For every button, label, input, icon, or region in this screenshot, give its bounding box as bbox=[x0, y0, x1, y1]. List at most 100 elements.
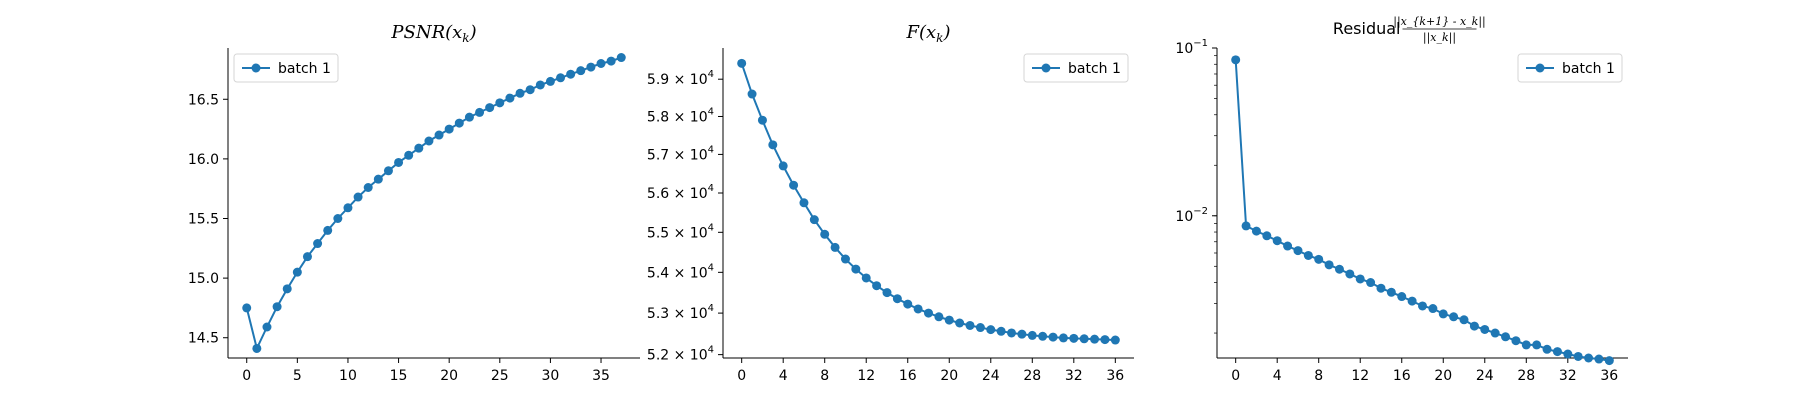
data-point bbox=[424, 136, 434, 146]
x-tick-label: 0 bbox=[737, 368, 746, 384]
data-point bbox=[596, 59, 606, 68]
data-point bbox=[485, 103, 495, 113]
legend-label: batch 1 bbox=[1068, 61, 1121, 77]
y-tick-label: 5.8 × 104 bbox=[647, 106, 714, 125]
legend: batch 1 bbox=[1517, 53, 1623, 83]
data-point bbox=[1480, 324, 1490, 334]
data-point bbox=[1594, 354, 1604, 364]
y-tick-exponent: 4 bbox=[708, 183, 714, 194]
data-point bbox=[965, 320, 975, 330]
x-tick-label: 24 bbox=[982, 368, 1000, 384]
data-point bbox=[1573, 351, 1583, 361]
data-point bbox=[1241, 221, 1251, 231]
y-tick-label: 15.0 bbox=[188, 271, 219, 287]
data-point bbox=[394, 157, 404, 167]
x-tick-label: 4 bbox=[1273, 368, 1282, 384]
y-tick-exponent: 4 bbox=[708, 303, 714, 314]
data-point bbox=[861, 273, 871, 283]
chart-title-close: ) bbox=[469, 22, 477, 43]
data-point bbox=[1366, 278, 1376, 288]
data-point bbox=[302, 252, 312, 262]
x-tick-label: 28 bbox=[1023, 368, 1041, 384]
y-tick-label: 10−2 bbox=[1175, 206, 1208, 225]
data-point bbox=[789, 180, 799, 190]
data-point bbox=[475, 107, 485, 117]
data-point bbox=[737, 58, 747, 68]
y-tick-label: 16.5 bbox=[188, 92, 219, 108]
y-tick-exponent: 4 bbox=[708, 345, 714, 356]
y-tick-label: 15.5 bbox=[188, 212, 219, 228]
data-point bbox=[1355, 274, 1365, 284]
data-point bbox=[495, 98, 505, 108]
y-tick-exponent: 4 bbox=[708, 262, 714, 273]
chart-title: F(xk) bbox=[906, 22, 951, 45]
data-point bbox=[464, 112, 474, 122]
chart-title-main: F(x bbox=[906, 22, 937, 43]
data-point bbox=[363, 183, 373, 192]
data-point bbox=[975, 323, 985, 333]
x-tick-label: 32 bbox=[1065, 368, 1083, 384]
chart-title-numerator: ||x_{k+1} - x_k|| bbox=[1393, 15, 1486, 29]
chart-title-word: Residual bbox=[1333, 19, 1401, 38]
y-tick-exponent: −2 bbox=[1193, 206, 1208, 217]
data-point bbox=[1376, 283, 1386, 293]
data-point bbox=[924, 308, 933, 318]
x-tick-label: 25 bbox=[491, 368, 509, 384]
data-point bbox=[1231, 55, 1241, 65]
y-tick-label: 5.9 × 104 bbox=[647, 69, 714, 88]
legend-marker-swatch bbox=[251, 63, 261, 73]
data-point bbox=[996, 326, 1006, 336]
data-point bbox=[1345, 269, 1355, 279]
data-point bbox=[292, 267, 302, 277]
data-point bbox=[1542, 344, 1552, 354]
x-tick-label: 28 bbox=[1517, 368, 1535, 384]
x-tick-label: 24 bbox=[1476, 368, 1494, 384]
data-point bbox=[1501, 332, 1511, 342]
data-point bbox=[1552, 347, 1562, 357]
chart-title: PSNR(xk) bbox=[390, 22, 476, 45]
y-tick-base: 10 bbox=[1175, 41, 1193, 57]
data-point bbox=[383, 166, 393, 176]
data-point bbox=[616, 53, 626, 63]
x-tick-label: 36 bbox=[1600, 368, 1618, 384]
x-tick-label: 0 bbox=[242, 368, 251, 384]
data-point bbox=[545, 76, 555, 86]
data-point bbox=[1058, 333, 1068, 343]
x-tick-label: 16 bbox=[1393, 368, 1411, 384]
x-tick-label: 8 bbox=[820, 368, 829, 384]
data-point bbox=[272, 302, 282, 312]
chart-title-subscript: k bbox=[936, 31, 943, 45]
x-tick-label: 5 bbox=[293, 368, 302, 384]
y-tick-label: 5.6 × 104 bbox=[647, 183, 714, 202]
data-point bbox=[343, 203, 353, 213]
chart-title-main: PSNR(x bbox=[390, 22, 462, 43]
data-point bbox=[1027, 330, 1037, 340]
y-tick-mantissa: 5.8 × 10 bbox=[647, 109, 708, 125]
y-tick-mantissa: 5.9 × 10 bbox=[647, 72, 708, 88]
data-point bbox=[1100, 335, 1110, 345]
data-point bbox=[1532, 340, 1542, 350]
data-point bbox=[903, 299, 913, 309]
x-tick-label: 12 bbox=[857, 368, 875, 384]
legend-label: batch 1 bbox=[278, 61, 331, 77]
chart-title-close: ) bbox=[942, 22, 950, 43]
data-point bbox=[606, 56, 616, 66]
y-tick-label: 10−1 bbox=[1175, 38, 1208, 57]
data-point bbox=[242, 303, 252, 313]
x-tick-label: 0 bbox=[1231, 368, 1240, 384]
y-tick-exponent: 4 bbox=[708, 222, 714, 233]
data-point bbox=[934, 312, 944, 322]
y-tick-mantissa: 5.7 × 10 bbox=[647, 147, 708, 163]
data-point bbox=[1293, 246, 1303, 256]
data-point bbox=[830, 242, 840, 252]
legend-frame bbox=[1517, 53, 1623, 83]
y-tick-label: 5.7 × 104 bbox=[647, 144, 714, 163]
legend: batch 1 bbox=[233, 53, 339, 83]
data-point bbox=[1407, 296, 1417, 306]
data-point bbox=[333, 214, 343, 223]
data-point bbox=[1303, 250, 1313, 260]
y-tick-mantissa: 5.5 × 10 bbox=[647, 225, 708, 241]
data-point bbox=[556, 73, 566, 83]
data-point bbox=[747, 89, 757, 99]
data-point bbox=[851, 264, 861, 274]
